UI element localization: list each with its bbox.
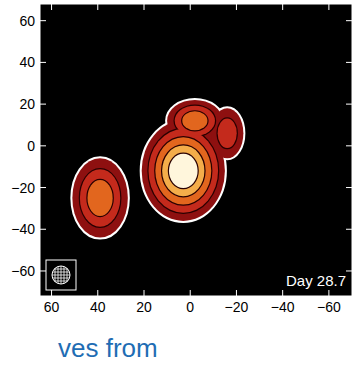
x-tick-label: 0: [186, 299, 194, 315]
y-tick-label: 40: [19, 54, 35, 70]
day-label: Day 28.7: [286, 272, 346, 289]
component: [80, 169, 120, 227]
y-tick: [40, 104, 46, 105]
contour: [211, 108, 243, 158]
figure: 60 40 20 0 −20 −40 −60 60 40 20 0 −20 −40 −60 Day 28.7…: [0, 0, 359, 367]
x-tick: [97, 4, 98, 10]
y-tick: [346, 270, 352, 271]
beam-hatch: [67, 268, 68, 281]
contour: [155, 137, 211, 204]
component: [218, 119, 237, 149]
x-tick-label: 60: [44, 299, 60, 315]
x-tick: [97, 290, 98, 296]
y-tick: [346, 229, 352, 230]
component: [211, 108, 243, 158]
x-tick-label: −60: [317, 299, 341, 315]
frame: [40, 4, 352, 296]
contour: [182, 111, 207, 130]
y-tick: [346, 145, 352, 146]
x-tick: [144, 290, 145, 296]
x-tick: [190, 4, 191, 10]
y-tick: [346, 62, 352, 63]
component: [155, 137, 211, 204]
y-tick-label: −40: [11, 221, 35, 237]
component: [88, 180, 113, 216]
component: [169, 154, 198, 188]
y-tick: [346, 104, 352, 105]
contour: [72, 158, 127, 237]
contour: [162, 145, 204, 196]
caption-fragment: ves from: [58, 333, 158, 363]
contour: [218, 119, 237, 149]
y-tick-label: 0: [27, 138, 35, 154]
x-tick: [282, 4, 283, 10]
y-tick-label: −60: [11, 263, 35, 279]
y-tick: [40, 62, 46, 63]
contour: [149, 129, 219, 213]
component: [162, 145, 204, 196]
x-tick-label: −40: [271, 299, 295, 315]
y-tick: [40, 229, 46, 230]
x-tick: [190, 290, 191, 296]
x-tick: [282, 290, 283, 296]
y-tick-label: 60: [19, 13, 35, 29]
x-tick: [328, 4, 329, 10]
y-tick-label: −20: [11, 180, 35, 196]
x-tick: [144, 4, 145, 10]
x-tick-label: −20: [225, 299, 249, 315]
x-tick: [236, 4, 237, 10]
contour: [175, 106, 215, 136]
component: [72, 158, 127, 237]
marks: [72, 100, 243, 238]
x-tick-label: 40: [90, 299, 106, 315]
y-tick-label: 20: [19, 96, 35, 112]
y-tick: [40, 270, 46, 271]
beam-hatch: [54, 281, 67, 282]
component: [175, 106, 215, 136]
beam: [52, 266, 70, 284]
x-tick-label: 20: [136, 299, 152, 315]
plot-background: [40, 4, 352, 296]
y-tick: [346, 187, 352, 188]
x-tick: [236, 290, 237, 296]
component: [149, 129, 219, 213]
beam-box: [46, 260, 76, 290]
x-tick: [328, 290, 329, 296]
contour: [80, 169, 120, 227]
y-tick: [40, 187, 46, 188]
contour: [169, 154, 198, 188]
y-tick: [346, 20, 352, 21]
y-tick: [40, 20, 46, 21]
x-tick: [51, 4, 52, 10]
y-tick: [40, 145, 46, 146]
contour: [88, 180, 113, 216]
x-tick: [51, 290, 52, 296]
component: [182, 111, 207, 130]
